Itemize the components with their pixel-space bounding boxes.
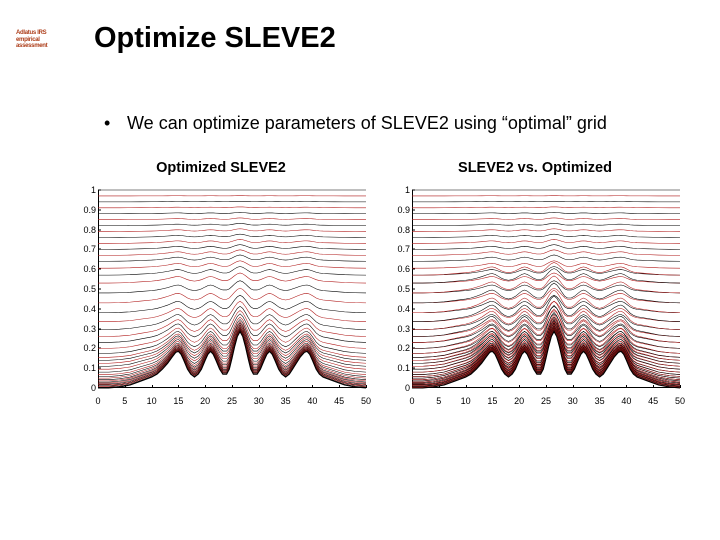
chart-left: 00.10.20.30.40.50.60.70.80.9105101520253… bbox=[72, 188, 370, 406]
chart-left-col: Optimized SLEVE2 00.10.20.30.40.50.60.70… bbox=[72, 160, 370, 406]
level-curve bbox=[98, 250, 366, 256]
level-curve bbox=[98, 267, 366, 276]
logo-text: Adlatus IRS empirical assessment bbox=[16, 30, 56, 50]
level-curve bbox=[412, 261, 680, 268]
level-curve bbox=[412, 207, 680, 208]
chart-right: 00.10.20.30.40.50.60.70.80.9105101520253… bbox=[386, 188, 684, 406]
level-curve bbox=[98, 239, 366, 243]
chart-left-title: Optimized SLEVE2 bbox=[72, 160, 370, 176]
level-curve bbox=[98, 295, 366, 313]
level-curve bbox=[98, 229, 366, 232]
level-curve bbox=[412, 283, 680, 303]
level-curve bbox=[98, 288, 366, 303]
level-curve bbox=[412, 218, 680, 220]
level-curve bbox=[412, 255, 680, 261]
level-curve bbox=[98, 261, 366, 268]
level-curve bbox=[412, 212, 680, 213]
page-title: Optimize SLEVE2 bbox=[94, 22, 336, 55]
level-curve bbox=[98, 218, 366, 220]
bullet-dot: • bbox=[104, 113, 122, 134]
chart-right-col: SLEVE2 vs. Optimized 00.10.20.30.40.50.6… bbox=[386, 160, 684, 406]
level-curve bbox=[412, 276, 680, 293]
chart-right-title: SLEVE2 vs. Optimized bbox=[386, 160, 684, 176]
level-curve bbox=[98, 223, 366, 225]
bullet-text: We can optimize parameters of SLEVE2 usi… bbox=[127, 113, 607, 133]
chart-curves bbox=[72, 188, 370, 406]
level-curve bbox=[412, 223, 680, 225]
level-curve bbox=[412, 245, 680, 250]
level-curve bbox=[98, 201, 366, 202]
level-curve bbox=[412, 250, 680, 256]
level-curve bbox=[98, 207, 366, 208]
level-curve bbox=[412, 229, 680, 232]
chart-curves bbox=[386, 188, 684, 406]
level-curve bbox=[98, 234, 366, 237]
charts-row: Optimized SLEVE2 00.10.20.30.40.50.60.70… bbox=[72, 160, 684, 406]
level-curve bbox=[98, 301, 366, 321]
level-curve bbox=[412, 234, 680, 237]
bullet-line: • We can optimize parameters of SLEVE2 u… bbox=[104, 113, 607, 134]
level-curve bbox=[98, 255, 366, 261]
level-curve bbox=[412, 201, 680, 202]
level-curve bbox=[98, 245, 366, 250]
level-curve bbox=[98, 310, 366, 336]
level-curve bbox=[98, 212, 366, 213]
level-curve bbox=[412, 239, 680, 243]
level-curve bbox=[98, 281, 366, 293]
level-curve bbox=[412, 301, 680, 321]
